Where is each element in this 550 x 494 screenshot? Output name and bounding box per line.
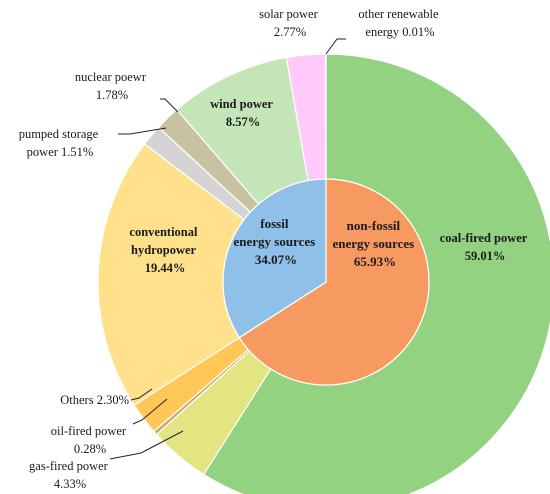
label-coal-fired: coal-fired power 59.01%	[440, 231, 531, 263]
leader-nuclear	[160, 98, 179, 113]
leader-others	[130, 388, 153, 401]
label-oil-fired: oil-fired power 0.28%	[51, 424, 129, 456]
inner-ring-labels: fossil energy sources 34.07% non-fossil …	[234, 216, 418, 269]
inner-slice-fossil-energy-sources	[222, 178, 327, 339]
leader-other-renewable	[325, 38, 346, 55]
leader-pumped-storage	[118, 127, 167, 135]
label-wind: wind power 8.57%	[210, 97, 276, 129]
inner-ring	[222, 178, 430, 386]
label-non-fossil-energy: non-fossil energy sources 65.93%	[333, 218, 418, 269]
label-others: Others 2.30%	[60, 393, 129, 407]
leader-lines	[109, 38, 346, 460]
label-fossil-energy: fossil energy sources 34.07%	[234, 216, 319, 267]
outer-ring	[97, 53, 550, 494]
leader-oil-fired	[132, 398, 168, 425]
label-pumped-storage: pumped storage power 1.51%	[19, 127, 102, 159]
label-other-renewable: other renewable energy 0.01%	[358, 7, 441, 39]
leader-gas-fired	[109, 430, 184, 460]
label-nuclear: nuclear poewr 1.78%	[75, 70, 149, 102]
outer-ring-labels: coal-fired power 59.01% gas-fired power …	[19, 7, 531, 491]
label-solar: solar power 2.77%	[259, 7, 321, 39]
inner-slice-non-fossil-energy-sources	[238, 178, 430, 386]
label-conventional-hydropower: conventional hydropower 19.44%	[129, 225, 200, 275]
label-gas-fired: gas-fired power 4.33%	[29, 459, 111, 491]
